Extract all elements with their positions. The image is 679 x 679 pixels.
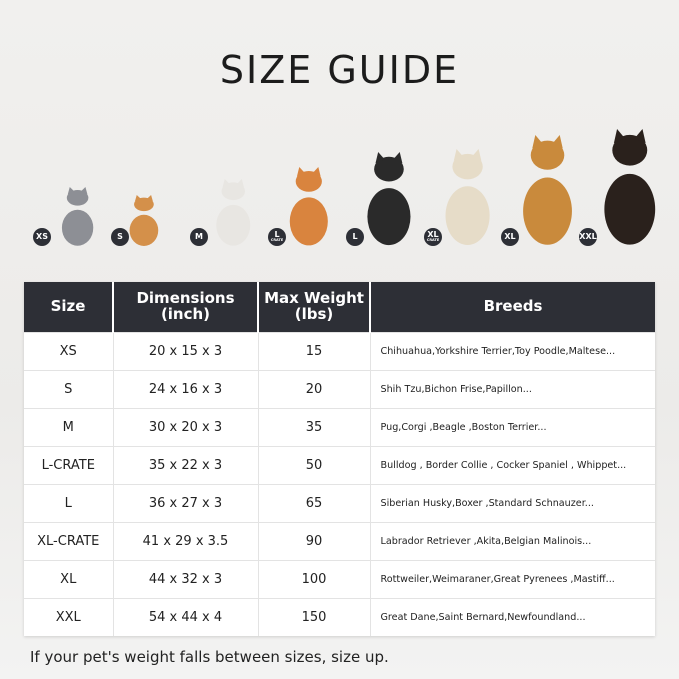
size-cell: L-CRATE xyxy=(24,445,114,484)
dimensions-cell: 24 x 16 x 3 xyxy=(113,369,259,408)
breeds-cell: Shih Tzu,Bichon Frise,Papillon... xyxy=(370,369,655,408)
page-title: SIZE GUIDE xyxy=(219,48,460,92)
max-weight-cell: 65 xyxy=(258,483,371,522)
breeds-cell: Bulldog , Border Collie , Cocker Spaniel… xyxy=(370,445,655,484)
badge-label: S xyxy=(117,232,123,241)
badge-label: M xyxy=(195,232,203,241)
column-header: Breeds xyxy=(370,282,655,332)
badge-label: XS xyxy=(36,232,48,241)
french-bulldog-image xyxy=(212,179,255,247)
max-weight-cell: 50 xyxy=(258,445,371,484)
dimensions-cell: 36 x 27 x 3 xyxy=(113,483,259,522)
breeds-cell: Labrador Retriever ,Akita,Belgian Malino… xyxy=(370,521,655,560)
max-weight-cell: 150 xyxy=(258,597,371,636)
dimensions-cell: 30 x 20 x 3 xyxy=(113,407,259,446)
badge-label: XXL xyxy=(579,232,597,241)
shiba-image xyxy=(285,167,333,247)
badge-label: L xyxy=(352,232,358,241)
size-badge: XL xyxy=(501,228,519,246)
badge-sublabel: CRATE xyxy=(426,238,440,243)
size-cell: XXL xyxy=(24,597,114,636)
table-row: XL-CRATE 41 x 29 x 3.5 90 Labrador Retrieve… xyxy=(24,521,655,560)
border-collie-image xyxy=(362,152,416,247)
table-row: XL 44 x 32 x 3 100 Rottweiler,Weimaraner,Gr… xyxy=(24,559,655,598)
max-weight-cell: 100 xyxy=(258,559,371,598)
sizing-note: If your pet's weight falls between sizes… xyxy=(30,648,389,666)
table-row: S 24 x 16 x 3 20 Shih Tzu,Bichon Frise,Papi… xyxy=(24,369,655,408)
dimensions-cell: 54 x 44 x 4 xyxy=(113,597,259,636)
table-header: Size Dimensions (inch) Max Weight (lbs) Bre… xyxy=(24,282,655,332)
table-row: L-CRATE 35 x 22 x 3 50 Bulldog , Border Col… xyxy=(24,445,655,484)
column-header: Size xyxy=(24,282,114,332)
column-header: Dimensions (inch) xyxy=(113,282,259,332)
doberman-image xyxy=(598,129,662,247)
size-badge: L xyxy=(346,228,364,246)
size-cell: XL-CRATE xyxy=(24,521,114,560)
column-header: Max Weight (lbs) xyxy=(258,282,371,332)
breeds-cell: Siberian Husky,Boxer ,Standard Schnauzer… xyxy=(370,483,655,522)
size-badge: S xyxy=(111,228,129,246)
dimensions-cell: 41 x 29 x 3.5 xyxy=(113,521,259,560)
size-badge: M xyxy=(190,228,208,246)
size-cell: S xyxy=(24,369,114,408)
badge-sublabel: CRATE xyxy=(270,238,284,243)
table-row: XXL 54 x 44 x 4 150 Great Dane,Saint Bernar… xyxy=(24,597,655,636)
table-row: XS 20 x 15 x 3 15 Chihuahua,Yorkshire Terri… xyxy=(24,331,655,370)
badge-label: XL xyxy=(427,230,439,240)
golden-retriever-image xyxy=(517,135,578,247)
dimensions-cell: 20 x 15 x 3 xyxy=(113,331,259,370)
max-weight-cell: 90 xyxy=(258,521,371,560)
breeds-cell: Great Dane,Saint Bernard,Newfoundland... xyxy=(370,597,655,636)
size-cell: XS xyxy=(24,331,114,370)
max-weight-cell: 15 xyxy=(258,331,371,370)
size-badge: XS xyxy=(33,228,51,246)
size-cell: L xyxy=(24,483,114,522)
max-weight-cell: 20 xyxy=(258,369,371,408)
size-cell: M xyxy=(24,407,114,446)
breeds-cell: Pug,Corgi ,Beagle ,Boston Terrier... xyxy=(370,407,655,446)
breeds-cell: Rottweiler,Weimaraner,Great Pyrenees ,Ma… xyxy=(370,559,655,598)
size-badge: L CRATE xyxy=(268,228,286,246)
size-table: Size Dimensions (inch) Max Weight (lbs) Bre… xyxy=(24,282,655,636)
badge-label: XL xyxy=(504,232,516,241)
size-cell: XL xyxy=(24,559,114,598)
pomeranian-image xyxy=(126,195,162,247)
breeds-cell: Chihuahua,Yorkshire Terrier,Toy Poodle,M… xyxy=(370,331,655,370)
size-badge: XXL xyxy=(579,228,597,246)
dimensions-cell: 44 x 32 x 3 xyxy=(113,559,259,598)
labrador-image xyxy=(440,149,495,247)
max-weight-cell: 35 xyxy=(258,407,371,446)
table-row: M 30 x 20 x 3 35 Pug,Corgi ,Beagle ,Boston … xyxy=(24,407,655,446)
table-row: L 36 x 27 x 3 65 Siberian Husky,Boxer ,Stan… xyxy=(24,483,655,522)
dimensions-cell: 35 x 22 x 3 xyxy=(113,445,259,484)
size-badge: XL CRATE xyxy=(424,228,442,246)
badge-label: L xyxy=(274,230,280,240)
cat-image xyxy=(58,187,97,247)
